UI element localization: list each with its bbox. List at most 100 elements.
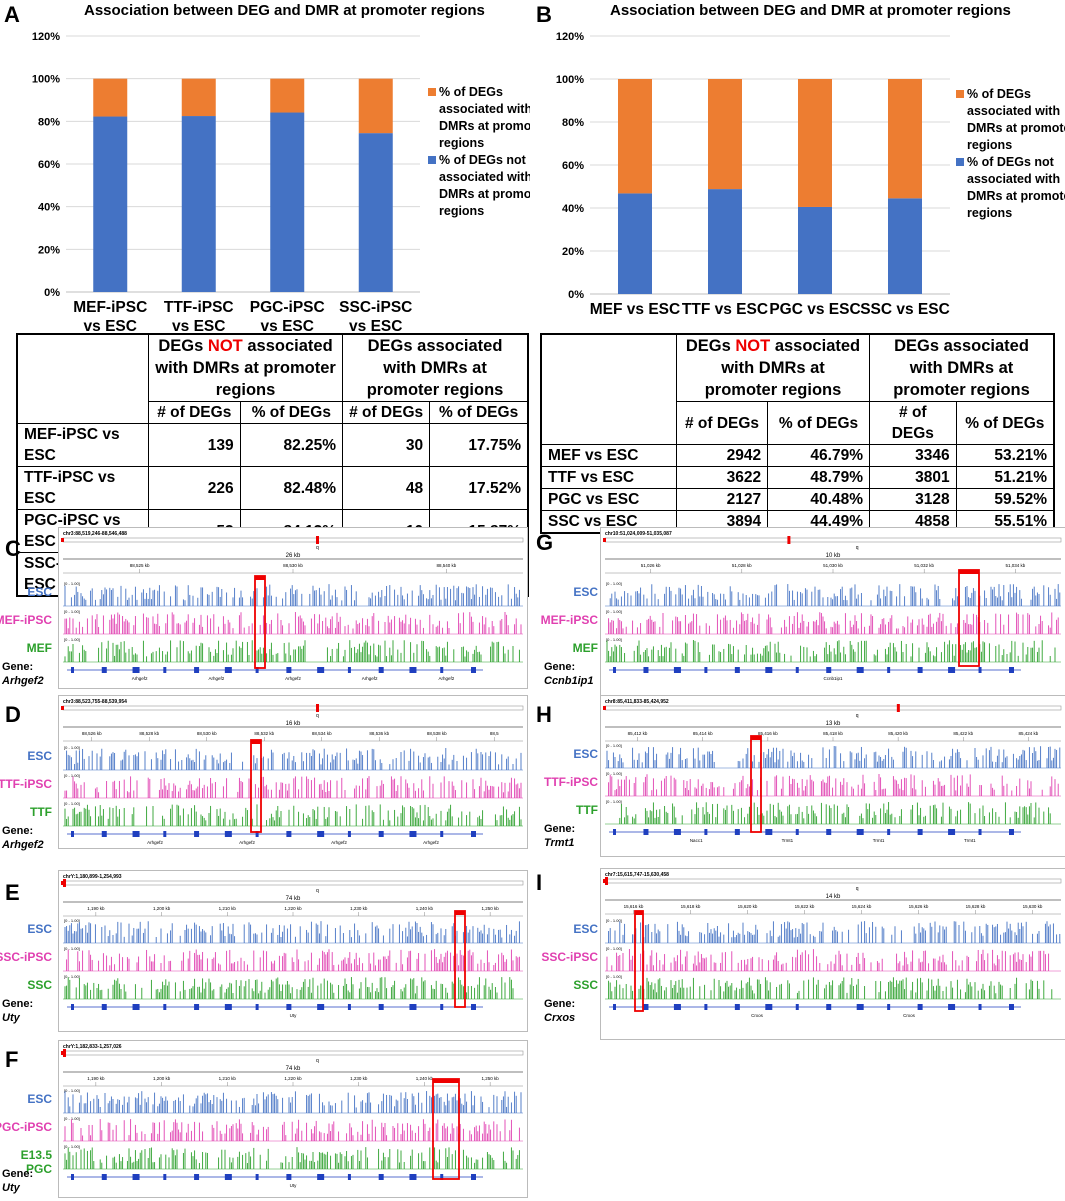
ruler-label: 85,418 kb [823,731,843,736]
x-tick-label: PGC-iPSC [250,299,325,316]
subheader-count: # of DEGs [869,401,957,445]
ruler-label: 51,026 kb [641,563,661,568]
gene-name: Crxos [544,1012,576,1024]
legend-swatch [428,88,436,96]
ruler-label: 85,416 kb [758,731,778,736]
track-signal [608,977,1053,999]
gene-exon [887,667,891,673]
gene-exon [101,831,107,837]
ruler-label: 1,240 kb [416,906,434,911]
track-label: SSC-iPSC [0,950,52,964]
track-range: [0 - 1.00] [64,801,80,806]
bar-not-associated [888,198,922,294]
bar-associated [798,79,832,207]
legend-line: associated with [967,172,1060,186]
track-label: ESC [27,585,52,599]
track-range: [0 - 1.00] [606,637,622,642]
ruler-label: 88,536 kb [369,731,389,736]
ruler-label: 51,028 kb [732,563,752,568]
gene-exon [1009,1004,1014,1010]
chrom-location: chr7:15,615,747-15,630,458 [605,872,669,878]
gene-exon [132,1174,140,1180]
gene-exon [163,1004,167,1010]
ideogram-q: q [856,886,859,892]
ruler-label: 1,240 kb [416,1076,434,1081]
ruler-label: 85,412 kb [628,731,648,736]
gene-exon [917,1004,923,1010]
legend-swatch [956,158,964,166]
track-range: [0 - 1.00] [606,771,622,776]
panel-label-g: G [536,530,554,555]
ideogram-q: q [316,713,319,719]
table-cell: 82.48% [239,466,344,510]
track-label: MEF [26,641,52,655]
gene-exon [224,831,232,837]
legend-line: associated with [967,104,1060,118]
track-range: [0 - 1.00] [64,745,80,750]
gene-exon [734,829,740,835]
x-tick-label: PGC vs ESC [769,301,860,318]
table-row: TTF vs ESC 3622 48.79% 3801 51.21% [540,466,1055,489]
gene-exon [643,667,649,673]
scale-label: 14 kb [826,894,841,900]
bar-not-associated [93,116,128,293]
centromere [603,706,606,710]
gene-exon [643,829,649,835]
gene-exon [1009,667,1014,673]
dmr-highlight-bar [751,736,761,740]
ruler-label: 1,230 kb [350,1076,368,1081]
table-cell: 2127 [675,488,769,511]
centromere [61,1051,64,1055]
igv-svg: chr8:85,411,833-85,424,952 q 13 kb 85,412 k… [603,699,1062,843]
ruler-label: 85,420 kb [888,731,908,736]
subheader-percent: % of DEGs [239,401,344,424]
ruler-label: 85,424 kb [1019,731,1039,736]
x-tick-label: vs ESC [349,318,402,335]
legend-line: DMRs at promoter [967,189,1065,203]
gene-exon [286,667,292,673]
ruler-label: 88,5 [490,731,499,736]
track-label: SSC-iPSC [541,950,598,964]
ideogram-q: q [856,713,859,719]
gene-exon [378,831,384,837]
subheader-count: # of DEGs [675,401,769,445]
scale-label: 16 kb [286,721,301,727]
row-label: MEF vs ESC [540,444,677,467]
y-tick-label: 0% [44,287,60,299]
chart-a-title: Association between DEG and DMR at promo… [84,2,485,19]
ruler-label: 85,414 kb [693,731,713,736]
gene-exon [255,831,259,837]
gene-exon [704,667,708,673]
gene-feature-label: Uty [290,1013,298,1018]
y-tick-label: 80% [38,116,60,128]
gene-label-prefix: Gene: [544,998,576,1010]
row-label: TTF vs ESC [540,466,677,489]
table-corner [16,333,149,424]
gene-label: Gene: Uty [2,1167,33,1195]
igv-svg: chr7:15,615,747-15,630,458 q 14 kb 15,616 k… [603,872,1062,1018]
header-associated: DEGs associated with DMRs at promoter re… [869,333,1055,402]
track-range: [0 - 1.00] [64,637,80,642]
y-tick-label: 60% [38,159,60,171]
track-signal [606,640,1056,662]
gene-feature-label: Uty [290,1183,298,1188]
gene-exon [194,667,200,673]
gene-exon [795,667,799,673]
track-signal [64,1119,520,1141]
track-range: [0 - 1.00] [64,918,80,923]
track-label: ESC [573,585,598,599]
gene-feature-label: Crxos [751,1013,764,1018]
ruler-label: 15,622 kb [795,904,815,909]
ideogram-q: q [316,545,319,551]
table-b: DEGs NOT associated with DMRs at promote… [540,333,1055,534]
gene-exon [224,667,232,673]
track-signal [64,977,514,999]
gene-exon [409,1004,417,1010]
igv-panel-e: chrY:1,180,899-1,254,993 q 74 kb 1,190 kb 1,… [58,870,528,1032]
panel-label-b: B [536,2,552,27]
table-cell: 3801 [869,466,957,489]
centromere [603,879,606,883]
bar-not-associated [798,206,832,294]
centromere [61,881,64,885]
chrom-location: chr10:51,024,009-51,035,087 [605,531,672,537]
